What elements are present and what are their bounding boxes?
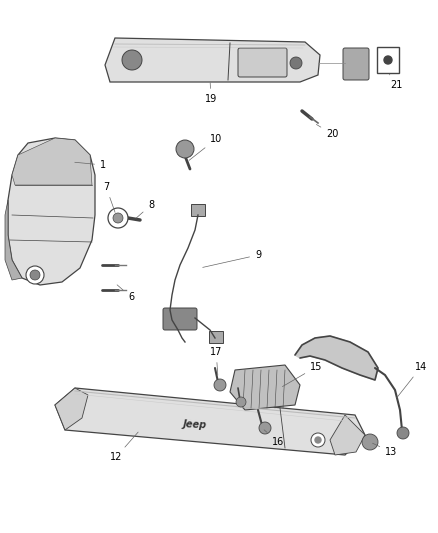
Circle shape [384,56,392,64]
Text: 17: 17 [210,347,223,375]
FancyBboxPatch shape [209,331,223,343]
Text: 8: 8 [136,200,154,218]
Text: 21: 21 [389,74,403,90]
Polygon shape [5,200,22,280]
Text: 13: 13 [372,443,397,457]
Text: 19: 19 [205,83,217,104]
Circle shape [290,57,302,69]
Polygon shape [8,138,95,285]
Circle shape [315,437,321,443]
Text: 16: 16 [264,430,284,447]
Polygon shape [105,38,320,82]
Polygon shape [55,388,365,455]
Polygon shape [230,365,300,410]
FancyBboxPatch shape [377,47,399,73]
Circle shape [176,140,194,158]
Circle shape [397,427,409,439]
Text: 15: 15 [283,362,322,386]
Circle shape [113,213,123,223]
Text: 10: 10 [189,134,222,160]
Circle shape [30,270,40,280]
Circle shape [259,422,271,434]
Circle shape [122,50,142,70]
Circle shape [311,433,325,447]
Text: Jeep: Jeep [183,419,207,431]
FancyBboxPatch shape [343,48,369,80]
Polygon shape [295,336,378,380]
Text: 7: 7 [103,182,115,212]
Polygon shape [330,415,365,455]
FancyBboxPatch shape [163,308,197,330]
Polygon shape [12,138,92,185]
Circle shape [236,397,246,407]
Circle shape [214,379,226,391]
FancyBboxPatch shape [191,204,205,216]
Text: 6: 6 [117,285,134,302]
Circle shape [108,208,128,228]
Text: 20: 20 [316,124,339,139]
Text: 9: 9 [203,250,261,268]
Text: 14: 14 [397,362,427,398]
FancyBboxPatch shape [238,48,287,77]
Text: 12: 12 [110,432,138,462]
Circle shape [26,266,44,284]
Circle shape [362,434,378,450]
Text: 1: 1 [75,160,106,170]
Polygon shape [55,388,88,430]
